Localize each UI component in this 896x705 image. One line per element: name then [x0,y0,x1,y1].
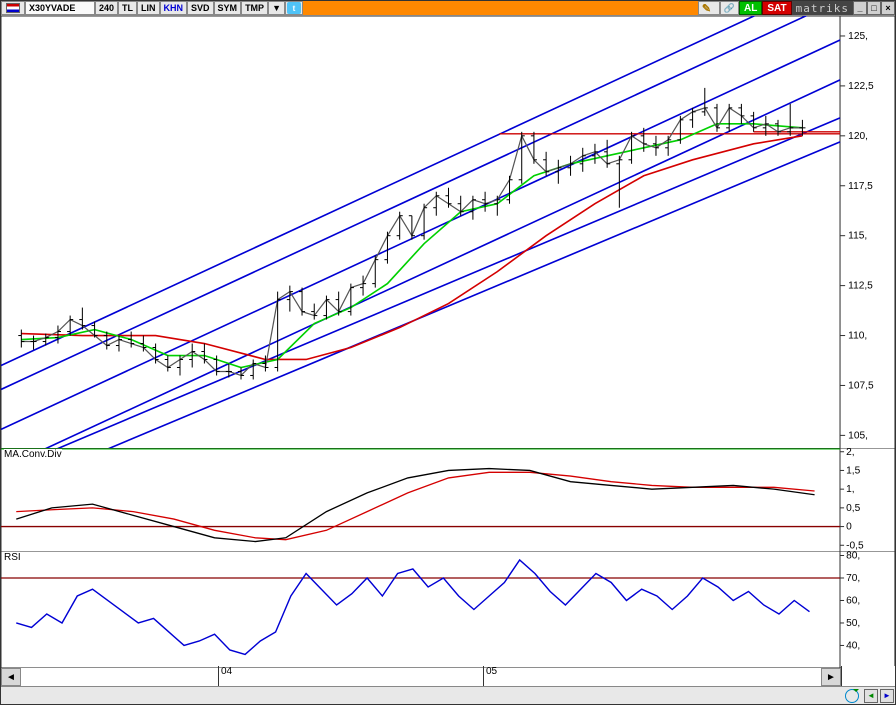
svg-text:117,5: 117,5 [848,181,873,192]
refresh-icon[interactable] [845,689,859,703]
attach-button[interactable]: 🔗 [720,1,739,15]
svg-text:1,5: 1,5 [846,465,860,476]
svg-text:107,5: 107,5 [848,381,874,392]
toolbar-btn-sym[interactable]: SYM [214,1,242,15]
svg-text:2,: 2, [846,448,854,458]
macd-label: MA.Conv.Div [4,449,62,460]
flag-button[interactable] [1,1,25,15]
svg-text:1,: 1, [846,484,854,495]
pencil-icon: ✎ [702,2,716,15]
status-bar: ◄ ► [1,686,895,704]
sell-button[interactable]: SAT [762,1,791,15]
toolbar-btn-tmp[interactable]: TMP [241,1,268,15]
dropdown-button[interactable]: ▼ [268,1,285,15]
brand-label: matriks [792,1,853,15]
toolbar-spacer [303,1,698,15]
close-button[interactable]: × [881,1,895,15]
svg-text:112,5: 112,5 [848,281,873,292]
price-chart-svg: 105, 107,5 110, 112,5 115, 117,5 120, 122,5 125, [1,16,895,455]
symbol-field[interactable]: X30YVADE [25,1,95,15]
app-window: X30YVADE 240 TLLINKHNSVDSYMTMP ▼ t ✎ 🔗 A… [0,0,896,705]
price-chart-panel[interactable]: 105, 107,5 110, 112,5 115, 117,5 120, 122,5 125, [1,16,895,448]
toolbar-btn-khn[interactable]: KHN [160,1,188,15]
svg-text:50,: 50, [846,618,860,629]
nav-prev-button[interactable]: ◄ [864,689,878,703]
flag-icon [6,3,20,13]
toolbar-btn-svd[interactable]: SVD [187,1,214,15]
svg-text:80,: 80, [846,551,860,562]
timeframe-field[interactable]: 240 [95,1,118,15]
svg-text:105,: 105, [848,430,868,441]
svg-text:122,5: 122,5 [848,81,874,92]
nav-next-button[interactable]: ► [880,689,894,703]
svg-text:120,: 120, [848,131,868,142]
toolbar-btn-tl[interactable]: TL [118,1,137,15]
svg-text:-0,5: -0,5 [846,540,864,551]
svg-text:40,: 40, [846,641,860,652]
svg-text:125,: 125, [848,31,868,42]
minimize-button[interactable]: _ [853,1,867,15]
scroll-left-button[interactable]: ◄ [1,668,21,686]
twitter-button[interactable]: t [285,1,303,15]
toolbar-btn-lin[interactable]: LIN [137,1,160,15]
rsi-label: RSI [4,552,21,563]
svg-text:115,: 115, [848,231,867,242]
buy-button[interactable]: AL [739,1,762,15]
svg-text:0: 0 [846,522,852,533]
x-tick: 04 [218,666,232,686]
x-tick: 05 [483,666,497,686]
maximize-button[interactable]: □ [867,1,881,15]
macd-panel[interactable]: MA.Conv.Div -0,5 0 0,5 1, 1,5 2, [1,448,895,551]
toolbar: X30YVADE 240 TLLINKHNSVDSYMTMP ▼ t ✎ 🔗 A… [1,1,895,16]
svg-text:0,5: 0,5 [846,503,860,514]
svg-text:60,: 60, [846,596,860,607]
time-axis: ◄ ► 04 05 [1,666,895,686]
macd-svg: -0,5 0 0,5 1, 1,5 2, [1,448,895,553]
draw-button[interactable]: ✎ [698,1,720,15]
rsi-panel[interactable]: RSI 40, 50, 60, 70, 80, [1,551,895,666]
rsi-svg: 40, 50, 60, 70, 80, [1,551,895,668]
svg-text:70,: 70, [846,573,860,584]
twitter-icon: t [287,2,301,14]
xaxis-right-cap [841,666,895,686]
svg-text:110,: 110, [848,331,867,342]
scroll-right-button[interactable]: ► [821,668,841,686]
